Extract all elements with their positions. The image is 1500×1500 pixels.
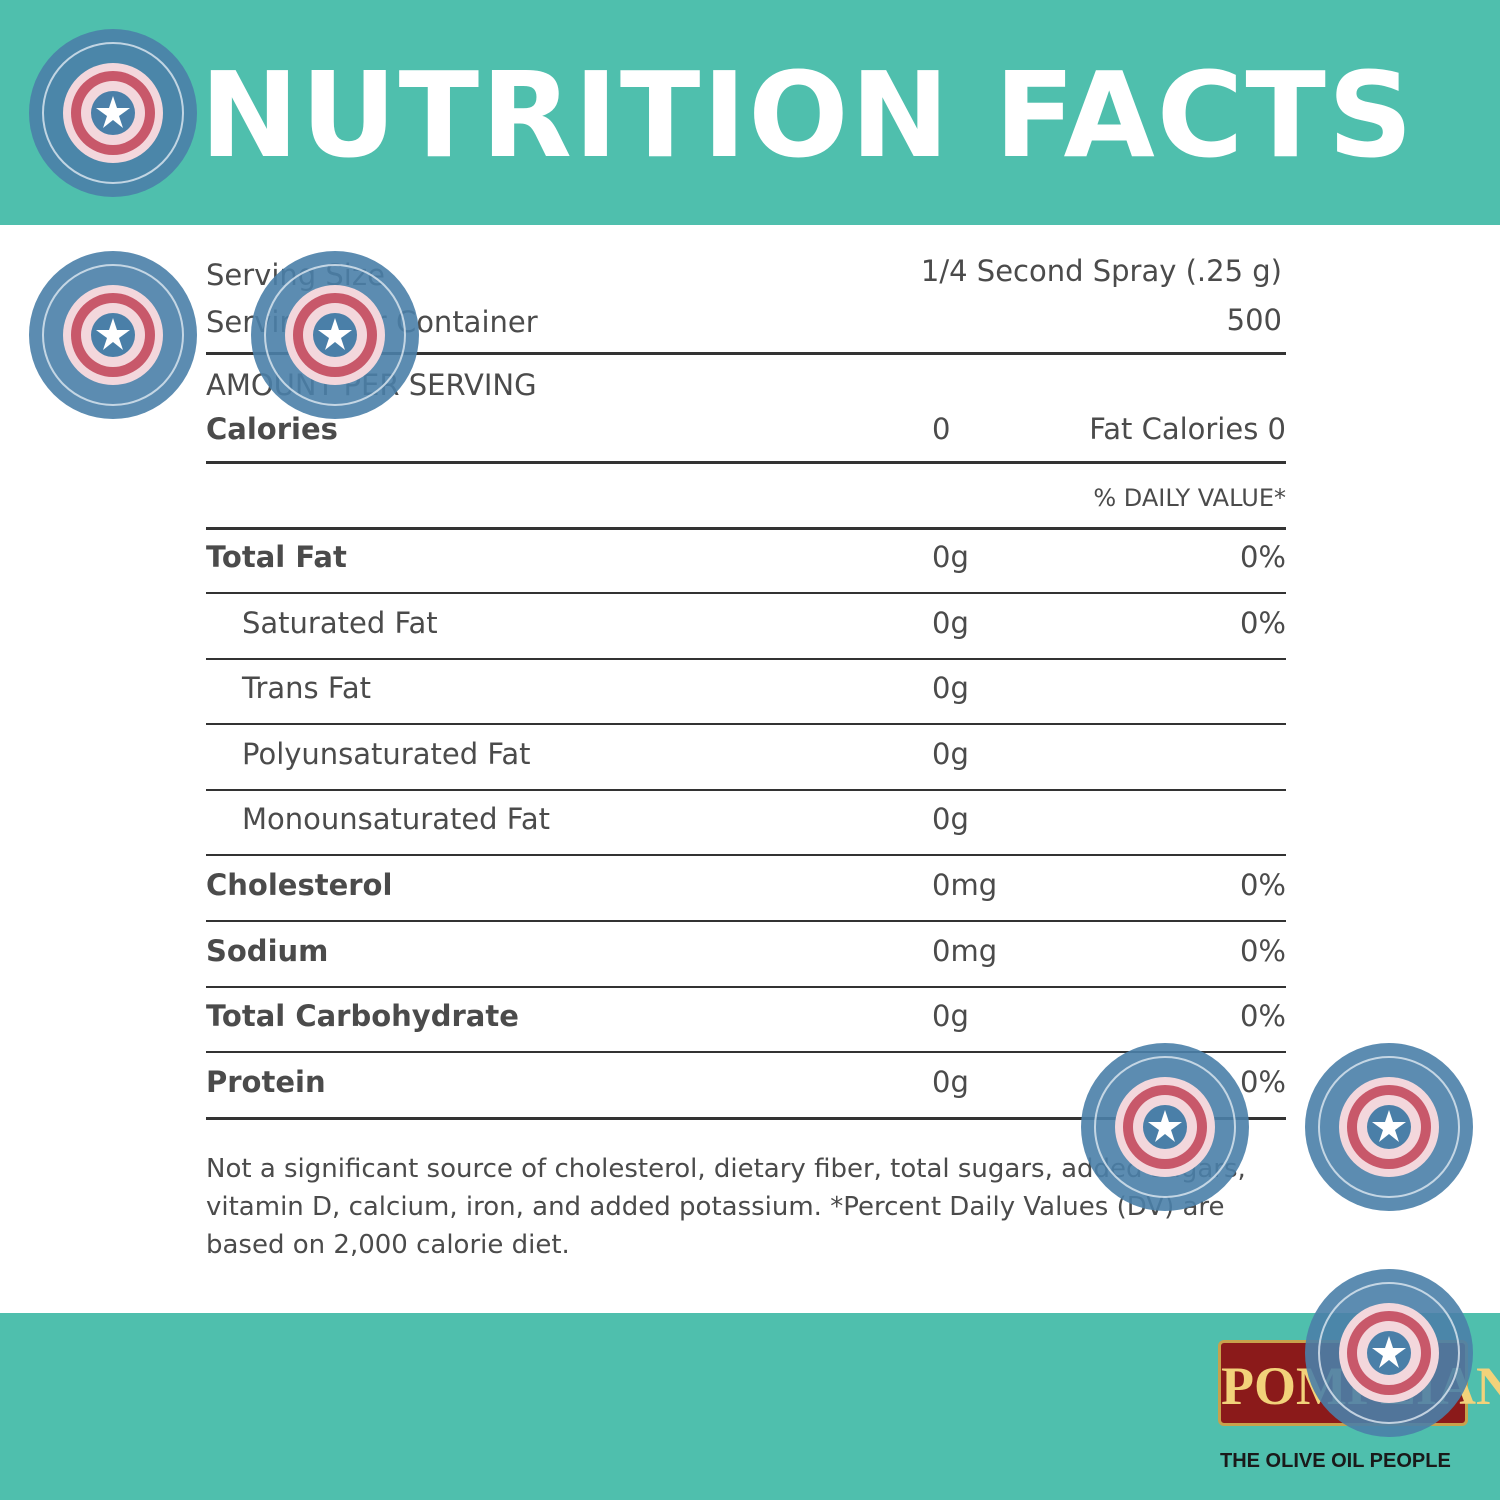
nutrient-amount: 0g (932, 540, 969, 574)
tee-beats-seal-icon (28, 250, 198, 420)
nutrient-amount: 0g (932, 1065, 969, 1099)
nutrient-daily-value: 0% (1239, 934, 1286, 968)
daily-value-heading: % DAILY VALUE* (1093, 484, 1286, 512)
divider (206, 527, 1286, 530)
divider (206, 986, 1286, 988)
nutrient-amount: 0mg (932, 868, 998, 902)
divider (206, 789, 1286, 791)
nutrient-amount: 0g (932, 606, 969, 640)
tee-beats-seal-icon (1304, 1268, 1474, 1438)
tee-beats-seal-icon (1304, 1042, 1474, 1212)
calories-label: Calories (206, 412, 338, 446)
fat-calories: Fat Calories 0 (1089, 412, 1286, 446)
nutrient-daily-value: 0% (1239, 1065, 1286, 1099)
divider (206, 352, 1286, 355)
nutrient-daily-value: 0% (1239, 868, 1286, 902)
divider (206, 1051, 1286, 1053)
nutrient-label: Protein (206, 1065, 326, 1099)
nutrient-label: Sodium (206, 934, 329, 968)
tee-beats-seal-icon (250, 250, 420, 420)
nutrient-label: Polyunsaturated Fat (242, 737, 531, 771)
nutrient-amount: 0g (932, 999, 969, 1033)
divider (206, 461, 1286, 464)
nutrient-amount: 0g (932, 802, 969, 836)
calories-value: 0 (932, 412, 951, 446)
divider (206, 658, 1286, 660)
nutrient-label: Cholesterol (206, 868, 393, 902)
header-banner: NUTRITION FACTS (0, 0, 1500, 225)
nutrient-daily-value: 0% (1239, 999, 1286, 1033)
divider (206, 920, 1286, 922)
nutrient-amount: 0g (932, 737, 969, 771)
nutrient-label: Monounsaturated Fat (242, 802, 550, 836)
nutrient-label: Trans Fat (242, 671, 372, 705)
divider (206, 723, 1286, 725)
tee-beats-seal-icon (28, 28, 198, 198)
footnote: Not a significant source of cholesterol,… (206, 1154, 1246, 1260)
divider (206, 1117, 1286, 1120)
divider (206, 592, 1286, 594)
nutrient-label: Saturated Fat (242, 606, 438, 640)
serving-size-value: 1/4 Second Spray (.25 g) (920, 254, 1282, 288)
page-title: NUTRITION FACTS (200, 46, 1415, 184)
servings-per-container-value: 500 (1226, 303, 1282, 337)
nutrient-amount: 0mg (932, 934, 998, 968)
nutrient-label: Total Carbohydrate (206, 999, 519, 1033)
divider (206, 854, 1286, 856)
nutrient-label: Total Fat (206, 540, 347, 574)
nutrient-daily-value: 0% (1239, 606, 1286, 640)
nutrient-amount: 0g (932, 671, 969, 705)
brand-tagline: THE OLIVE OIL PEOPLE (1220, 1450, 1451, 1472)
nutrient-daily-value: 0% (1239, 540, 1286, 574)
tee-beats-seal-icon (1080, 1042, 1250, 1212)
